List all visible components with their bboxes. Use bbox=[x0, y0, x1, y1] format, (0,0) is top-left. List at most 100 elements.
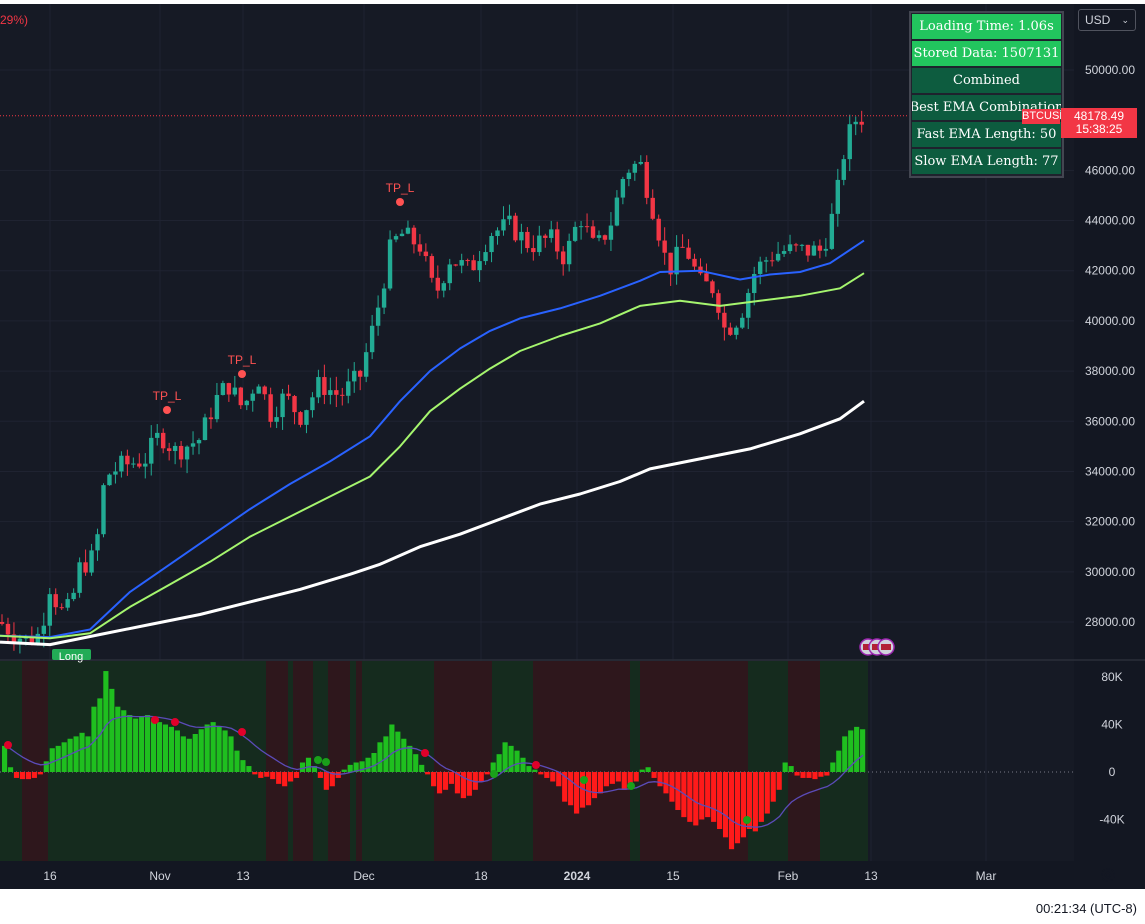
candle-body bbox=[11, 634, 17, 643]
hist-bar bbox=[246, 766, 252, 772]
hist-bar bbox=[407, 745, 413, 772]
candle-body bbox=[107, 474, 112, 486]
hist-bar bbox=[19, 772, 26, 780]
hist-bar bbox=[270, 772, 276, 780]
hist-bar bbox=[436, 772, 443, 794]
crossover-dot bbox=[627, 782, 635, 790]
candle-body bbox=[113, 471, 118, 475]
candle-body bbox=[477, 261, 482, 271]
hist-bar bbox=[258, 772, 264, 778]
hist-bar bbox=[317, 772, 323, 778]
candle-body bbox=[119, 455, 124, 472]
hist-bar bbox=[752, 772, 758, 832]
legend-change-text: 29%) bbox=[0, 13, 28, 27]
hist-bar bbox=[85, 736, 91, 772]
candle-body bbox=[298, 412, 303, 425]
candle-body bbox=[71, 592, 76, 600]
hist-bar bbox=[746, 772, 752, 829]
candle-body bbox=[668, 252, 673, 275]
candle-body bbox=[555, 229, 560, 252]
hist-bar bbox=[538, 772, 544, 775]
hist-bar bbox=[764, 772, 770, 814]
candle-body bbox=[292, 396, 297, 413]
hist-bar bbox=[162, 724, 169, 772]
hist-bar bbox=[139, 716, 145, 772]
hist-bar bbox=[579, 772, 586, 808]
candle-body bbox=[531, 248, 536, 253]
chevron-down-icon: ⌄ bbox=[1121, 14, 1129, 25]
gear-icon[interactable] bbox=[1099, 866, 1117, 884]
hist-bar bbox=[198, 729, 204, 772]
candle-body bbox=[286, 393, 291, 397]
hist-bar bbox=[383, 736, 389, 772]
candle-body bbox=[805, 244, 811, 256]
hist-bar bbox=[216, 726, 222, 772]
time-tick-label: 15 bbox=[666, 869, 680, 883]
hist-bar bbox=[717, 772, 723, 829]
time-tick-label: 2024 bbox=[564, 869, 591, 883]
hist-bar bbox=[7, 767, 14, 772]
hist-bar bbox=[13, 772, 20, 778]
hist-bar bbox=[705, 772, 711, 818]
candle-body bbox=[465, 260, 470, 262]
timezone-clock[interactable]: 00:21:34 (UTC-8) bbox=[1035, 901, 1137, 916]
candle-body bbox=[859, 121, 864, 125]
price-tick-label: 50000.00 bbox=[1085, 63, 1135, 77]
candle-body bbox=[184, 446, 190, 460]
hist-bar bbox=[168, 726, 174, 772]
hist-bar bbox=[556, 772, 562, 787]
hist-bar bbox=[222, 730, 228, 772]
us-flag-stripes bbox=[863, 644, 873, 650]
hist-bar bbox=[675, 772, 681, 810]
candle-body bbox=[626, 172, 632, 180]
candle-body bbox=[632, 163, 638, 173]
bar-countdown: 15:38:25 bbox=[1075, 122, 1123, 136]
price-tick-label: 46000.00 bbox=[1085, 163, 1135, 177]
signal-zone bbox=[288, 661, 293, 861]
candle-body bbox=[829, 213, 835, 249]
hist-tick-label: 40K bbox=[1101, 718, 1122, 732]
candle-body bbox=[214, 394, 220, 420]
hist-bar bbox=[192, 734, 198, 772]
crossover-dot bbox=[4, 741, 12, 749]
hist-bar bbox=[794, 772, 800, 776]
hist-bar bbox=[49, 748, 55, 772]
signal-zone bbox=[293, 661, 313, 861]
candle-body bbox=[489, 236, 494, 253]
hist-bar bbox=[43, 761, 49, 772]
hist-bar bbox=[425, 772, 431, 775]
crossover-dot bbox=[743, 816, 751, 824]
hist-bar bbox=[585, 772, 592, 806]
candle-body bbox=[143, 463, 148, 467]
candle-body bbox=[728, 327, 733, 335]
candle-body bbox=[47, 594, 52, 626]
price-tick-label: 36000.00 bbox=[1085, 414, 1135, 428]
hist-bar bbox=[490, 762, 496, 772]
candle-body bbox=[232, 387, 238, 395]
price-tick-label: 28000.00 bbox=[1085, 615, 1135, 629]
candle-body bbox=[847, 124, 852, 160]
currency-select[interactable]: USD ⌄ bbox=[1078, 9, 1136, 31]
time-tick-label: Dec bbox=[353, 869, 374, 883]
hist-bar bbox=[562, 772, 568, 802]
hist-tick-label: -40K bbox=[1099, 813, 1124, 827]
crossover-dot bbox=[171, 718, 179, 726]
candle-body bbox=[710, 281, 715, 294]
candle-body bbox=[77, 562, 82, 593]
strategy-info-panel: Loading Time: 1.06s Stored Data: 1507131 C… bbox=[909, 11, 1064, 178]
candle-body bbox=[131, 463, 136, 465]
hist-bar bbox=[37, 772, 43, 775]
candle-body bbox=[572, 226, 578, 241]
hist-bar bbox=[293, 772, 300, 778]
candle-body bbox=[399, 233, 405, 237]
price-axis-bg bbox=[1074, 4, 1145, 861]
hist-bar bbox=[568, 772, 574, 806]
hist-bar bbox=[806, 772, 812, 778]
fast-ema-line bbox=[0, 239, 865, 639]
hist-bar bbox=[627, 772, 633, 787]
candle-body bbox=[387, 239, 393, 289]
hist-bar bbox=[842, 736, 848, 772]
signal-zone bbox=[0, 661, 22, 861]
info-row-4: Fast EMA Length: 50 bbox=[912, 122, 1061, 147]
tp-label: TP_L bbox=[228, 353, 257, 367]
